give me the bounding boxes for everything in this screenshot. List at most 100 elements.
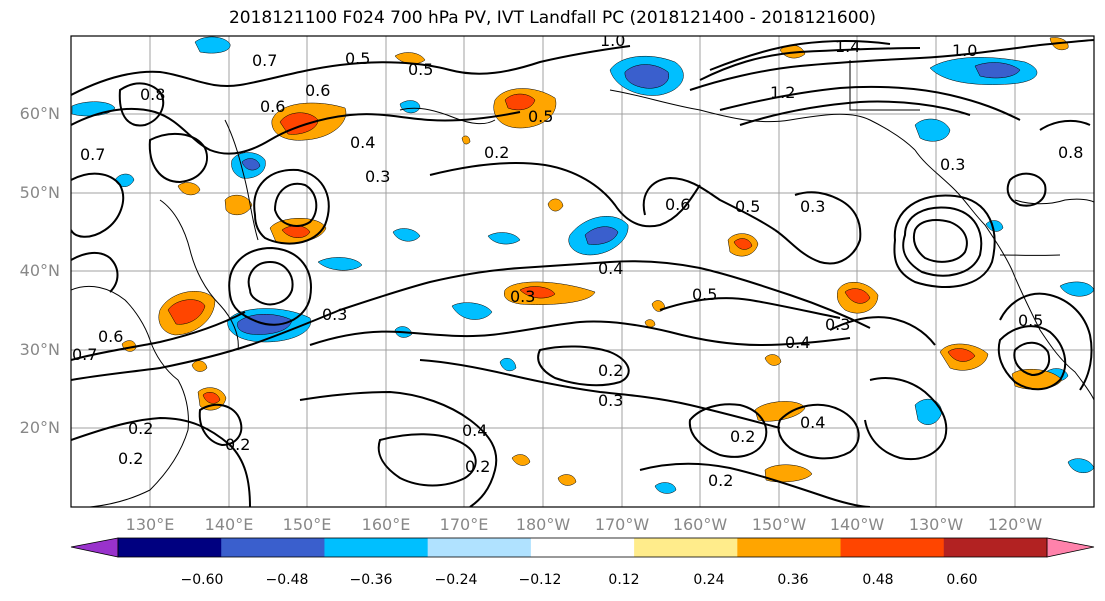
shade-negative [451,302,493,320]
colorbar-frame [117,537,1048,558]
colorbar [70,537,1095,558]
lon-label: 180°W [515,515,571,534]
contour-label: 0.6 [665,195,690,214]
colorbar-segment [530,538,635,557]
coastlines [71,60,1094,507]
contour-label: 1.0 [600,31,625,50]
colorbar-max-arrow [1046,537,1095,558]
lon-label: 140°E [204,515,254,534]
lat-label: 50°N [19,183,60,202]
colorbar-min-arrow [70,537,119,558]
contour-label: 0.2 [730,427,755,446]
contour-label: 0.5 [692,285,717,304]
contour-label: 0.2 [484,143,509,162]
contour-label: 0.2 [225,435,250,454]
contour-label: 0.4 [350,133,375,152]
contour-label: 0.3 [598,391,623,410]
colorbar-tick-label: −0.60 [180,572,224,588]
colorbar-tick-label: 0.36 [777,572,809,588]
colorbar-segment [221,538,325,557]
shade-negative [985,220,1004,232]
shade-positive [844,288,871,304]
shade-negative [392,228,421,242]
shade-positive [764,354,782,366]
contour-label: 0.6 [98,327,123,346]
contour-label: 0.6 [305,81,330,100]
contour-label: 0.2 [128,419,153,438]
contour-label: 0.2 [118,449,143,468]
shade-positive [1011,368,1063,390]
lon-label: 120°W [987,515,1043,534]
lon-label: 170°E [439,515,489,534]
lon-label: 160°W [672,515,728,534]
colorbar-segment [427,538,532,557]
contour-label: 0.5 [528,107,553,126]
contour-label: 1.0 [952,41,977,60]
shade-negative [194,36,231,54]
shade-negative [487,232,521,245]
contour-label: 0.2 [465,457,490,476]
map-title: 2018121100 F024 700 hPa PV, IVT Landfall… [228,8,876,28]
lon-label: 150°W [751,515,807,534]
colorbar-segment [943,538,1048,557]
shade-negative [914,118,951,142]
contour-label: 0.5 [408,60,433,79]
colorbar-tick-label: −0.12 [518,572,562,588]
shade-positive [947,348,976,362]
contour-label: 0.6 [260,97,285,116]
contour-label: 1.2 [770,83,795,102]
lon-label: 140°W [829,515,885,534]
shade-negative [399,100,421,114]
shade-negative [974,62,1021,79]
colorbar-tick-label: 0.12 [608,572,640,588]
shade-positive [557,474,577,486]
shade-positive [511,454,531,466]
shade-positive [754,401,806,422]
contour-label: 0.3 [940,155,965,174]
shade-positive [764,464,813,483]
shade-positive [202,392,221,404]
shade-positive [519,286,556,299]
ivt-shading [71,36,1094,494]
contour-label: 0.4 [785,333,810,352]
contour-label: 0.3 [510,287,535,306]
lon-label: 170°W [594,515,650,534]
contour-label: 0.4 [598,259,623,278]
shade-negative [624,64,670,89]
contour-label: 0.5 [345,49,370,68]
colorbar-tick-label: −0.24 [434,572,478,588]
colorbar-segment [737,538,842,557]
shade-positive [461,135,471,145]
contour-label: 0.7 [80,145,105,164]
shade-positive [281,225,311,238]
lat-label: 20°N [19,418,60,437]
colorbar-segment [324,538,429,557]
contour-label: 0.4 [462,421,487,440]
lon-label: 130°W [908,515,964,534]
shade-negative [499,357,517,372]
contour-label: 0.3 [365,167,390,186]
shade-negative [317,257,363,271]
lat-label: 60°N [19,104,60,123]
contour-label: 1.4 [835,37,860,56]
lon-label: 160°E [361,515,411,534]
shade-positive [177,182,201,196]
shade-positive [167,299,206,325]
contour-label: 0.8 [140,85,165,104]
shade-positive [733,238,753,250]
colorbar-tick-label: 0.60 [946,572,978,588]
shade-negative [1059,281,1094,297]
lat-label: 30°N [19,340,60,359]
contour-labels: 1.4 1.0 1.0 0.8 0.8 0.7 0.7 0.6 0.6 0.6 … [72,31,1083,490]
contour-label: 0.3 [800,197,825,216]
colorbar-segment [840,538,945,557]
map-frame [70,35,1095,508]
contour-label: 0.2 [598,361,623,380]
colorbar-tick-label: 0.48 [862,572,894,588]
lon-label: 150°E [282,515,332,534]
lat-label: 40°N [19,261,60,280]
contour-label: 0.3 [825,315,850,334]
contour-label: 0.3 [322,305,347,324]
shade-positive [504,93,536,111]
